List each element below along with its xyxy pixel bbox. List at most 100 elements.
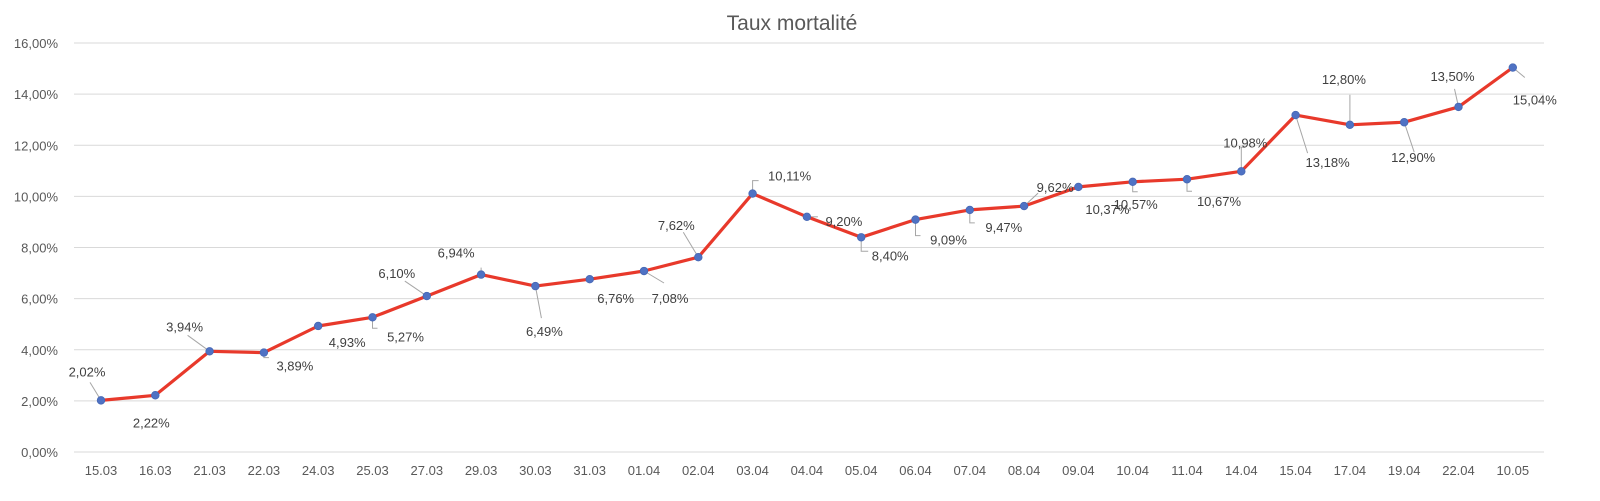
data-label: 13,50%	[1430, 69, 1475, 84]
data-label: 10,37%	[1085, 202, 1130, 217]
data-point	[1399, 118, 1409, 127]
data-label-leader	[534, 286, 542, 319]
data-point	[1128, 177, 1137, 187]
y-tick-label: 8,00%	[21, 241, 58, 256]
data-label-leader	[1240, 146, 1246, 172]
y-tick-label: 14,00%	[14, 87, 59, 102]
data-label: 6,76%	[597, 291, 634, 306]
data-label-leader	[1403, 122, 1415, 153]
data-point	[1182, 175, 1192, 184]
x-tick-label: 27.03	[411, 463, 444, 478]
x-tick-label: 09.04	[1062, 463, 1095, 478]
data-point	[259, 348, 269, 357]
y-tick-label: 6,00%	[21, 292, 58, 307]
data-label: 7,62%	[658, 218, 695, 233]
data-point	[476, 270, 486, 279]
x-tick-label: 22.03	[248, 463, 281, 478]
data-point	[1074, 182, 1083, 192]
data-label: 13,18%	[1306, 155, 1351, 170]
data-label: 6,10%	[378, 266, 415, 281]
data-point	[1454, 102, 1463, 112]
x-tick-label: 17.04	[1334, 463, 1367, 478]
y-tick-label: 4,00%	[21, 343, 58, 358]
data-point	[368, 313, 377, 322]
x-tick-label: 15.03	[85, 463, 118, 478]
data-label: 7,08%	[652, 291, 689, 306]
data-label: 12,90%	[1391, 150, 1436, 165]
data-point	[422, 291, 431, 301]
x-tick-label: 30.03	[519, 463, 552, 478]
x-tick-label: 11.04	[1171, 463, 1203, 478]
y-tick-label: 16,00%	[14, 36, 59, 51]
x-tick-label: 31.03	[573, 463, 606, 478]
data-label: 4,93%	[329, 335, 366, 350]
x-tick-label: 15.04	[1279, 463, 1312, 478]
data-label-leader	[915, 219, 921, 237]
x-tick-label: 07.04	[954, 463, 987, 478]
x-tick-label: 29.03	[465, 463, 498, 478]
x-tick-label: 10.05	[1497, 463, 1530, 478]
x-tick-label: 08.04	[1008, 463, 1041, 478]
data-point	[1508, 63, 1517, 72]
data-point	[1345, 120, 1355, 129]
data-point	[802, 212, 812, 222]
x-tick-label: 10.04	[1116, 463, 1149, 478]
data-label-leader	[682, 231, 699, 258]
data-point	[857, 233, 866, 242]
y-tick-label: 0,00%	[21, 445, 58, 460]
x-tick-label: 04.04	[791, 463, 824, 478]
data-point	[1019, 201, 1029, 211]
series-line	[100, 66, 1514, 402]
data-label: 9,47%	[985, 220, 1022, 235]
y-tick-label: 2,00%	[21, 394, 58, 409]
data-label: 2,02%	[69, 364, 106, 379]
gridlines	[74, 42, 1544, 453]
chart-title: Taux mortalité	[727, 12, 858, 35]
data-label: 3,94%	[166, 319, 203, 334]
x-tick-label: 01.04	[628, 463, 661, 478]
data-label: 5,27%	[387, 329, 424, 344]
data-label: 3,89%	[276, 359, 313, 374]
data-points	[96, 63, 1517, 405]
data-label: 2,22%	[133, 415, 170, 430]
data-point	[1237, 167, 1246, 176]
data-point	[965, 205, 974, 215]
data-label: 9,20%	[825, 214, 862, 229]
data-label: 6,49%	[526, 324, 563, 339]
data-point	[694, 253, 703, 262]
data-label-leader	[860, 237, 869, 252]
data-point	[585, 274, 594, 284]
x-tick-label: 16.03	[139, 463, 172, 478]
data-label: 10,67%	[1197, 194, 1242, 209]
data-point	[911, 215, 920, 224]
y-tick-label: 10,00%	[14, 189, 59, 204]
data-label: 10,57%	[1114, 197, 1159, 212]
data-label: 15,04%	[1513, 93, 1558, 108]
x-tick-label: 06.04	[899, 463, 932, 478]
data-label-leader	[752, 180, 759, 194]
data-point	[531, 281, 540, 291]
data-point	[639, 266, 649, 276]
x-tick-label: 24.03	[302, 463, 335, 478]
x-tick-label: 05.04	[845, 463, 878, 478]
data-point	[314, 321, 323, 331]
x-tick-label: 25.03	[356, 463, 389, 478]
y-axis-tick-labels: 0,00% 2,00% 4,00% 6,00% 8,00% 10,00% 12,00% 14,…	[14, 36, 59, 460]
data-point	[1291, 110, 1300, 120]
data-label: 8,40%	[872, 248, 909, 263]
y-tick-label: 12,00%	[14, 138, 59, 153]
data-point	[748, 189, 757, 198]
data-label-leader	[187, 334, 210, 352]
x-axis-tick-labels: 15.03 16.03 21.03 22.03 24.03 25.03 27.03 29.03…	[85, 463, 1529, 478]
data-labels: 2,02% 2,22% 3,94% 3,89% 4,93% 5,27% 6,10% 6,94%…	[69, 69, 1558, 430]
data-point	[151, 391, 160, 400]
data-point	[96, 396, 106, 405]
series-line-layer	[100, 66, 1514, 402]
data-label-leader	[969, 209, 975, 224]
x-tick-label: 14.04	[1225, 463, 1258, 478]
x-tick-label: 22.04	[1442, 463, 1475, 478]
data-label: 6,94%	[438, 246, 475, 261]
x-tick-label: 19.04	[1388, 463, 1421, 478]
